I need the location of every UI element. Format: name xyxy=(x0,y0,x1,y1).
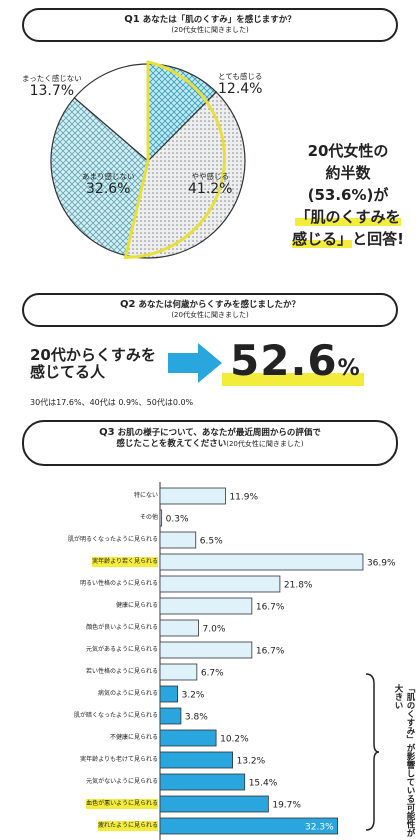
category-label: 不健康に見られる xyxy=(109,734,158,741)
bar-value-label: 36.9% xyxy=(367,559,396,569)
q3-number: Q3 xyxy=(99,427,115,438)
bar xyxy=(159,487,226,505)
q2-sub: (20代女性に聞きました) xyxy=(171,311,249,319)
pie-label-very: とても感じる 12.4% xyxy=(218,72,263,97)
bar-value-label: 0.3% xyxy=(166,515,189,525)
category-label: 実年齢よりも老けて見られる xyxy=(80,756,158,763)
bar-value-label: 32.3% xyxy=(305,823,334,833)
bar xyxy=(159,707,182,725)
bar-value-label: 16.7% xyxy=(256,647,285,657)
bar-value-label: 6.5% xyxy=(200,537,223,547)
bar xyxy=(159,795,269,813)
bar xyxy=(159,641,253,659)
bar-value-label: 10.2% xyxy=(220,735,249,745)
category-label: 顔色が良いように見られる xyxy=(86,624,158,631)
q1-question-box: Q1 あなたは「肌のくすみ」を感じますか？ (20代女性に聞きました) xyxy=(22,8,398,42)
highlight-bar xyxy=(222,373,364,386)
category-label: 元気があるように見られる xyxy=(85,646,158,653)
bar xyxy=(159,685,179,703)
q2-number: Q2 xyxy=(120,299,136,310)
bracket xyxy=(365,673,380,831)
bar-value-label: 15.4% xyxy=(249,779,278,789)
category-label: 実年齢より若く見られる xyxy=(92,557,158,567)
pie-label-notmuch: あまり感じない 32.6% xyxy=(82,172,135,197)
bar-value-label: 19.7% xyxy=(272,801,301,811)
bar-value-label: 6.7% xyxy=(201,669,224,679)
side-note: 「肌のくすみ」が影響している可能性が大きい xyxy=(393,684,415,837)
bar xyxy=(159,575,281,593)
category-label: 血色が悪いように見られる xyxy=(86,799,158,809)
pie-highlight-outline xyxy=(123,60,226,259)
pie-label-notatall: まったく感じない 13.7% xyxy=(22,74,82,99)
bar xyxy=(159,817,339,835)
q2-left-text: 20代からくすみを 感じてる人 xyxy=(30,346,156,381)
q3-question-box: Q3 お肌の様子について、あなたが最近周囲からの評価で 感じたことを教えてください… xyxy=(22,420,398,466)
category-label: 明るい性格のように見られる xyxy=(79,580,158,587)
bar xyxy=(159,751,233,769)
category-label: その他 xyxy=(139,514,158,521)
bar xyxy=(159,553,364,571)
category-label: 病気のように見られる xyxy=(97,690,158,697)
bar-value-label: 3.8% xyxy=(185,713,208,723)
bar-value-label: 16.7% xyxy=(256,603,285,613)
bar xyxy=(159,597,253,615)
pie-slice-notatall xyxy=(73,63,149,163)
bar xyxy=(159,663,198,681)
bar-value-label: 21.8% xyxy=(284,581,313,591)
pie-label-somewhat: やや感じる 41.2% xyxy=(188,172,233,197)
bar-value-label: 11.9% xyxy=(229,493,258,503)
big-percentage: 52.6% xyxy=(230,336,361,385)
bar xyxy=(159,773,246,791)
bar xyxy=(159,509,163,527)
bar-value-label: 7.0% xyxy=(203,625,226,635)
category-label: 若い性格のように見られる xyxy=(85,668,158,675)
q2-question-box: Q2 あなたは何歳からくすみを感じましたか？ (20代女性に聞きました) xyxy=(22,293,398,327)
bar-value-label: 3.2% xyxy=(182,691,205,701)
category-label: 元気がないように見られる xyxy=(86,778,158,785)
bar-chart: 11.9% 0.3% 6.5% 36.9% 21.8% 16.7% 7.0% 16.7% 6.7… xyxy=(159,482,396,840)
q3-question-1: お肌の様子について、あなたが最近周囲からの評価で xyxy=(117,428,321,438)
category-label: 肌が明るくなったように見られる xyxy=(67,536,158,543)
category-label: 特にない xyxy=(133,492,158,499)
arrow-right-icon xyxy=(168,343,222,383)
q1-number: Q1 xyxy=(124,14,140,25)
bar xyxy=(159,729,217,747)
q1-sub: (20代女性に聞きました) xyxy=(171,26,249,34)
pie-chart xyxy=(50,60,246,259)
category-label: 健康に見られる xyxy=(115,602,158,609)
pie-slice-somewhat xyxy=(125,91,246,259)
category-label: 疲れたように見られる xyxy=(97,821,158,831)
q1-question: あなたは「肌のくすみ」を感じますか？ xyxy=(142,15,296,25)
callout-text: 20代女性の 約半数 (53.6%)が 「肌のくすみを 感じる」と回答! xyxy=(292,142,404,248)
bar xyxy=(159,619,199,637)
pie-slice-notmuch xyxy=(50,96,149,257)
q2-note: 30代は17.6%、40代は 0.9%、50代は0.0% xyxy=(30,398,194,407)
q3-question-2: 感じたことを教えてください xyxy=(116,439,227,449)
category-label: 肌が暗くなったように見られる xyxy=(73,712,158,719)
bar xyxy=(159,531,197,549)
q2-question: あなたは何歳からくすみを感じましたか？ xyxy=(138,300,300,310)
q3-sub: (20代女性に聞きました) xyxy=(226,440,304,448)
bar-value-label: 13.2% xyxy=(237,757,266,767)
